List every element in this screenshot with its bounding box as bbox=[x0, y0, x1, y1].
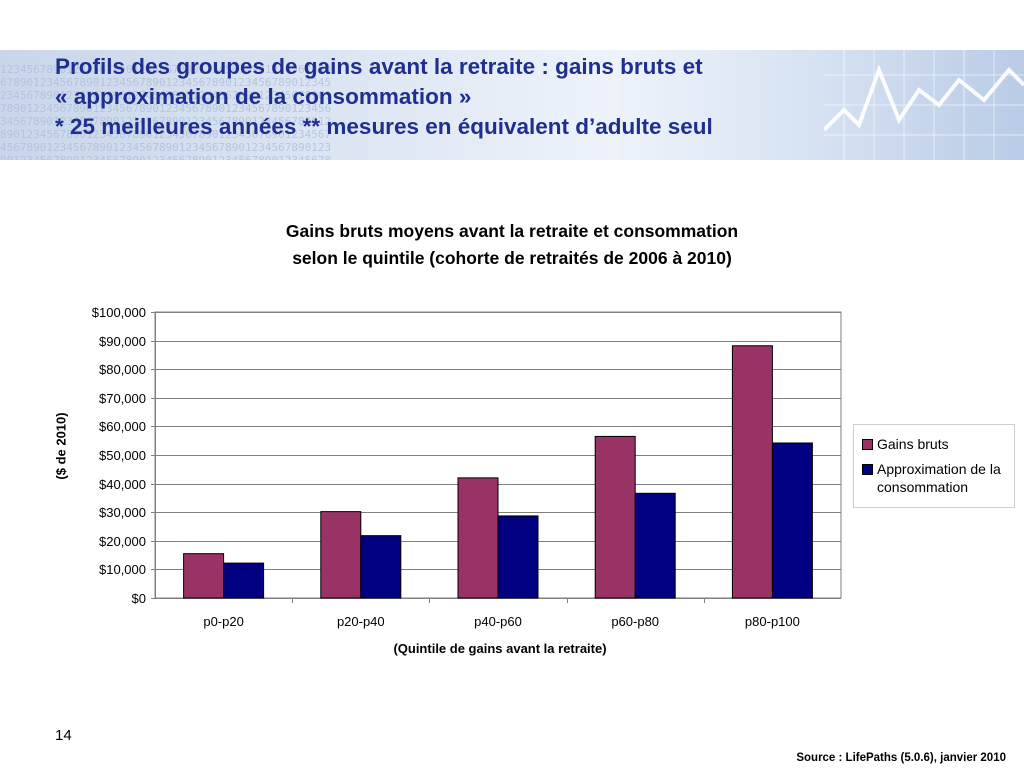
slide-title-line-3: * 25 meilleures années ** mesures en équ… bbox=[55, 114, 713, 139]
legend-label-gains-bruts: Gains bruts bbox=[877, 436, 949, 452]
y-tick-label-1: $10,000 bbox=[99, 562, 146, 577]
title-banner: 1234567890123456789012345678901234567890… bbox=[0, 50, 1024, 160]
bar-p60-p80-series-1 bbox=[634, 492, 676, 599]
source-note: Source : LifePaths (5.0.6), janvier 2010 bbox=[796, 752, 1006, 764]
x-tick-label-p40-p60: p40-p60 bbox=[474, 614, 522, 629]
legend-swatch-gains-bruts bbox=[862, 439, 873, 450]
bar-p40-p60-series-0 bbox=[457, 477, 499, 599]
y-tick-label-4: $40,000 bbox=[99, 477, 146, 492]
slide-title-line-1: Profils des groupes de gains avant la re… bbox=[55, 54, 703, 79]
y-tick-label-0: $0 bbox=[132, 591, 146, 606]
legend-label-consommation: Approximation de la consommation bbox=[877, 461, 1001, 495]
y-tick-label-6: $60,000 bbox=[99, 419, 146, 434]
y-tick-label-8: $80,000 bbox=[99, 362, 146, 377]
x-tick-label-p0-p20: p0-p20 bbox=[203, 614, 243, 629]
x-axis-label: (Quintile de gains avant la retraite) bbox=[393, 641, 607, 656]
banner-digits-decoration: 1234567890123456789012345678901234567890… bbox=[0, 63, 332, 160]
slide-title-line-2: « approximation de la consommation » bbox=[55, 84, 472, 109]
bar-p80-p100-series-0 bbox=[731, 345, 773, 599]
y-tick-label-10: $100,000 bbox=[92, 305, 146, 320]
chart-title: Gains bruts moyens avant la retraite et … bbox=[212, 218, 812, 272]
y-tick-label-2: $20,000 bbox=[99, 534, 146, 549]
bar-p0-p20-series-1 bbox=[223, 562, 265, 599]
legend-item-consommation: Approximation de la consommation bbox=[862, 460, 1007, 496]
bar-p80-p100-series-1 bbox=[771, 442, 813, 599]
bar-p20-p40-series-0 bbox=[320, 511, 362, 599]
legend-item-gains-bruts: Gains bruts bbox=[862, 435, 1007, 453]
slide-title: Profils des groupes de gains avant la re… bbox=[55, 52, 955, 142]
chart-legend: Gains bruts Approximation de la consomma… bbox=[853, 424, 1015, 508]
y-tick-label-9: $90,000 bbox=[99, 334, 146, 349]
bar-p0-p20-series-0 bbox=[183, 553, 225, 599]
bar-p40-p60-series-1 bbox=[497, 515, 539, 599]
page-number: 14 bbox=[55, 727, 72, 744]
y-tick-label-7: $70,000 bbox=[99, 391, 146, 406]
y-axis-label: ($ de 2010) bbox=[53, 412, 69, 480]
chart-title-line-2: selon le quintile (cohorte de retraités … bbox=[292, 248, 732, 268]
legend-swatch-consommation bbox=[862, 464, 873, 475]
x-tick-label-p80-p100: p80-p100 bbox=[745, 614, 800, 629]
bar-p20-p40-series-1 bbox=[360, 535, 402, 599]
y-tick-label-5: $50,000 bbox=[99, 448, 146, 463]
x-tick-label-p20-p40: p20-p40 bbox=[337, 614, 385, 629]
banner-line-chart-decoration bbox=[824, 50, 1024, 160]
y-tick-label-3: $30,000 bbox=[99, 505, 146, 520]
bar-p60-p80-series-0 bbox=[594, 435, 636, 599]
chart-title-line-1: Gains bruts moyens avant la retraite et … bbox=[285, 221, 739, 241]
x-tick-label-p60-p80: p60-p80 bbox=[611, 614, 659, 629]
